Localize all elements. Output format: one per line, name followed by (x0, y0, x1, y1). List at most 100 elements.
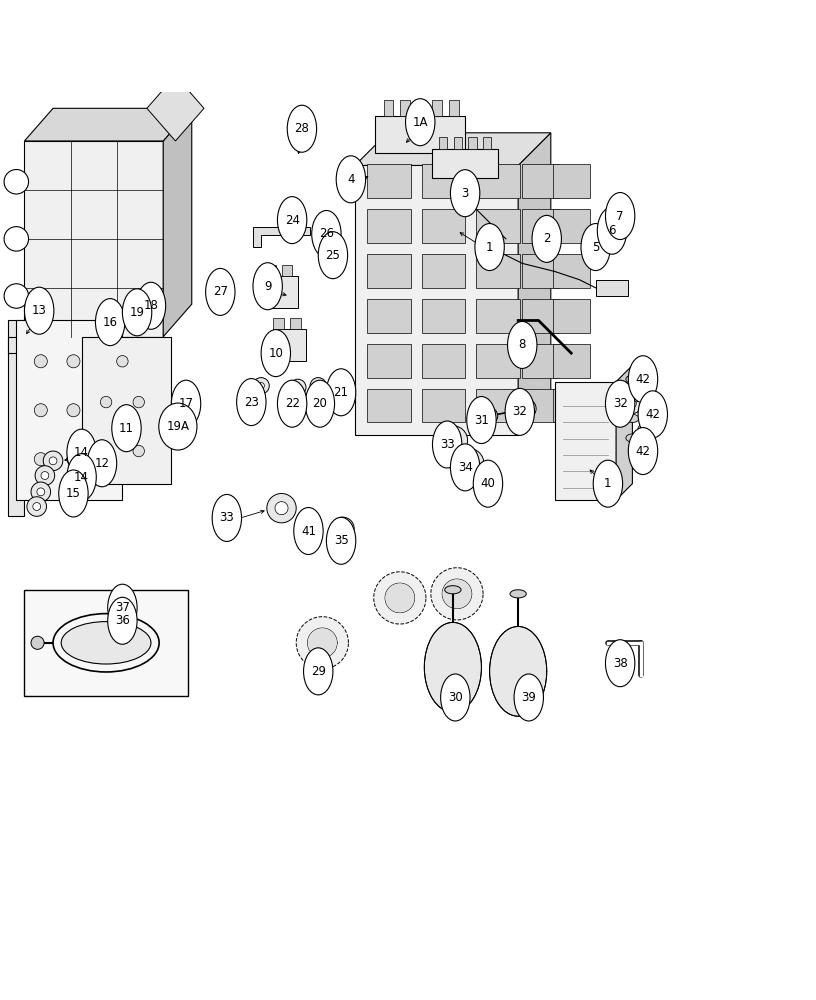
Bar (553, 254, 590, 288)
Ellipse shape (122, 289, 152, 336)
Ellipse shape (108, 597, 137, 644)
Ellipse shape (638, 440, 651, 449)
Bar (422, 389, 465, 422)
Bar (16, 320, 122, 500)
Bar (422, 299, 465, 333)
Ellipse shape (95, 299, 125, 346)
Bar (522, 299, 559, 333)
Bar (553, 344, 590, 378)
Bar (553, 164, 590, 198)
Bar (290, 318, 300, 329)
Circle shape (330, 371, 347, 387)
Text: 26: 26 (319, 227, 334, 240)
Ellipse shape (67, 454, 96, 501)
Circle shape (522, 405, 530, 413)
Text: 18: 18 (144, 299, 158, 312)
Circle shape (31, 636, 44, 649)
Text: 42: 42 (636, 373, 650, 386)
Circle shape (100, 396, 112, 408)
Circle shape (314, 223, 330, 239)
Circle shape (335, 376, 342, 382)
Circle shape (27, 497, 47, 516)
Polygon shape (163, 108, 192, 337)
Bar (400, 100, 410, 116)
Text: 20: 20 (313, 397, 327, 410)
Circle shape (67, 404, 80, 417)
Ellipse shape (475, 224, 504, 271)
Text: 28: 28 (295, 122, 309, 135)
Ellipse shape (628, 356, 658, 403)
Circle shape (34, 355, 47, 368)
Ellipse shape (253, 263, 282, 310)
Circle shape (43, 451, 63, 471)
Text: 34: 34 (458, 461, 472, 474)
Bar (522, 389, 559, 422)
Polygon shape (616, 365, 632, 500)
Circle shape (267, 493, 296, 523)
Ellipse shape (212, 494, 242, 541)
Bar (422, 164, 465, 198)
Bar (553, 209, 590, 243)
Ellipse shape (61, 622, 151, 664)
Text: 9: 9 (264, 280, 272, 293)
Ellipse shape (24, 287, 54, 334)
Bar (265, 276, 298, 308)
Ellipse shape (305, 380, 335, 427)
Bar (355, 165, 518, 435)
Text: 16: 16 (103, 316, 118, 329)
Bar (375, 116, 465, 153)
Polygon shape (253, 227, 310, 247)
Bar (483, 137, 491, 149)
Text: 37: 37 (115, 601, 130, 614)
Circle shape (275, 502, 288, 515)
Circle shape (133, 445, 144, 457)
Bar (422, 254, 465, 288)
Text: 6: 6 (608, 224, 616, 237)
Ellipse shape (304, 648, 333, 695)
Text: 12: 12 (95, 457, 109, 470)
Text: 25: 25 (326, 249, 340, 262)
Circle shape (34, 404, 47, 417)
Circle shape (484, 474, 492, 482)
Circle shape (310, 378, 326, 394)
Bar (476, 164, 520, 198)
Text: 14: 14 (74, 471, 89, 484)
Text: 23: 23 (244, 396, 259, 409)
Ellipse shape (171, 380, 201, 427)
Circle shape (478, 468, 498, 488)
Polygon shape (147, 76, 204, 141)
Bar (522, 209, 559, 243)
Circle shape (33, 503, 41, 510)
Text: 32: 32 (613, 397, 628, 410)
Ellipse shape (605, 193, 635, 240)
Bar (24, 590, 188, 696)
Polygon shape (355, 133, 551, 165)
Bar (384, 100, 393, 116)
Ellipse shape (638, 408, 651, 416)
Ellipse shape (432, 421, 462, 468)
Text: 38: 38 (613, 657, 628, 670)
Text: 13: 13 (32, 304, 47, 317)
Bar (422, 344, 465, 378)
Bar (476, 344, 520, 378)
Circle shape (35, 466, 55, 485)
Circle shape (253, 378, 269, 394)
Circle shape (258, 382, 264, 389)
Text: 19: 19 (130, 306, 144, 319)
Polygon shape (518, 133, 551, 435)
Circle shape (34, 453, 47, 466)
Ellipse shape (261, 330, 290, 377)
Ellipse shape (108, 584, 137, 631)
Bar (555, 382, 616, 500)
Bar (439, 137, 447, 149)
Ellipse shape (505, 388, 534, 435)
Ellipse shape (467, 397, 496, 444)
Bar (416, 100, 426, 116)
Bar (273, 318, 284, 329)
Circle shape (31, 482, 51, 502)
Ellipse shape (514, 674, 543, 721)
Text: 32: 32 (512, 405, 527, 418)
Ellipse shape (638, 424, 651, 432)
Bar (367, 344, 410, 378)
Circle shape (517, 399, 536, 418)
